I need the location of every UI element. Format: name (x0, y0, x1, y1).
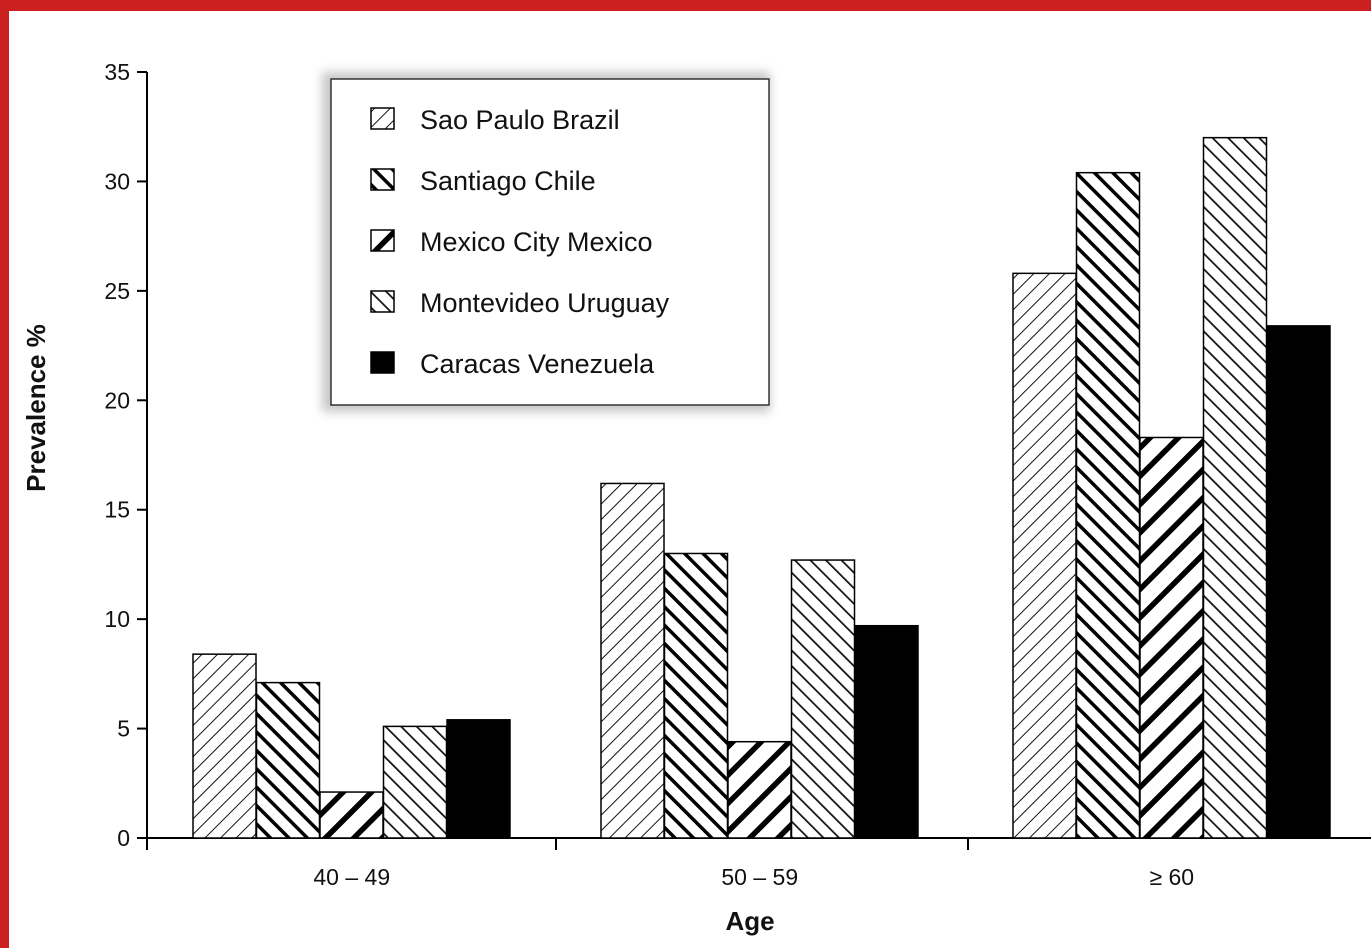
legend-swatch (370, 229, 395, 252)
legend-swatch (370, 107, 395, 130)
y-tick-label: 25 (104, 278, 130, 304)
legend-swatch (370, 351, 395, 374)
y-tick-label: 10 (104, 606, 130, 632)
y-tick-label: 35 (104, 59, 130, 85)
legend-swatch (370, 290, 395, 313)
y-axis-title: Prevalence % (21, 324, 51, 492)
bar-santiago-chile-2 (1075, 171, 1141, 839)
legend-label: Mexico City Mexico (420, 227, 653, 257)
bar-caracas-venezuela-0 (446, 719, 511, 839)
bar-mexico-city-mexico-1 (727, 740, 792, 839)
bar-montevideo-uruguay-0 (382, 725, 448, 839)
legend-label: Sao Paulo Brazil (420, 105, 620, 135)
y-tick-label: 0 (117, 825, 130, 851)
legend-swatch (370, 168, 395, 191)
bar-santiago-chile-0 (255, 681, 321, 839)
legend-label: Caracas Venezuela (420, 349, 655, 379)
y-tick-label: 30 (104, 168, 130, 194)
bar-caracas-venezuela-1 (854, 624, 919, 839)
y-tick-label: 20 (104, 387, 130, 413)
bar-mexico-city-mexico-0 (319, 791, 384, 839)
y-axis-ticks: 0 5 10 15 20 25 30 35 (104, 59, 147, 851)
x-axis-title: Age (725, 906, 774, 936)
legend-label: Santiago Chile (420, 166, 596, 196)
x-tick-label: ≥ 60 (1149, 864, 1194, 890)
legend-label: Montevideo Uruguay (420, 288, 670, 318)
x-tick-label: 40 – 49 (313, 864, 390, 890)
bar-montevideo-uruguay-1 (790, 559, 856, 839)
x-axis-ticks: 40 – 49 50 – 59 ≥ 60 (146, 838, 1194, 890)
bar-santiago-chile-1 (663, 552, 729, 839)
bar-sao-paulo-brazil-2 (1012, 272, 1077, 839)
bar-caracas-venezuela-2 (1266, 325, 1331, 839)
bar-sao-paulo-brazil-0 (192, 653, 257, 839)
x-tick-label: 50 – 59 (721, 864, 798, 890)
bar-montevideo-uruguay-2 (1202, 136, 1268, 839)
bar-mexico-city-mexico-2 (1139, 436, 1204, 839)
bar-sao-paulo-brazil-1 (600, 482, 665, 839)
y-tick-label: 15 (104, 497, 130, 523)
y-tick-label: 5 (117, 716, 130, 742)
bar-series-group (192, 136, 1331, 839)
legend: Sao Paulo Brazil Santiago Chile Mexico Cit… (322, 72, 770, 412)
